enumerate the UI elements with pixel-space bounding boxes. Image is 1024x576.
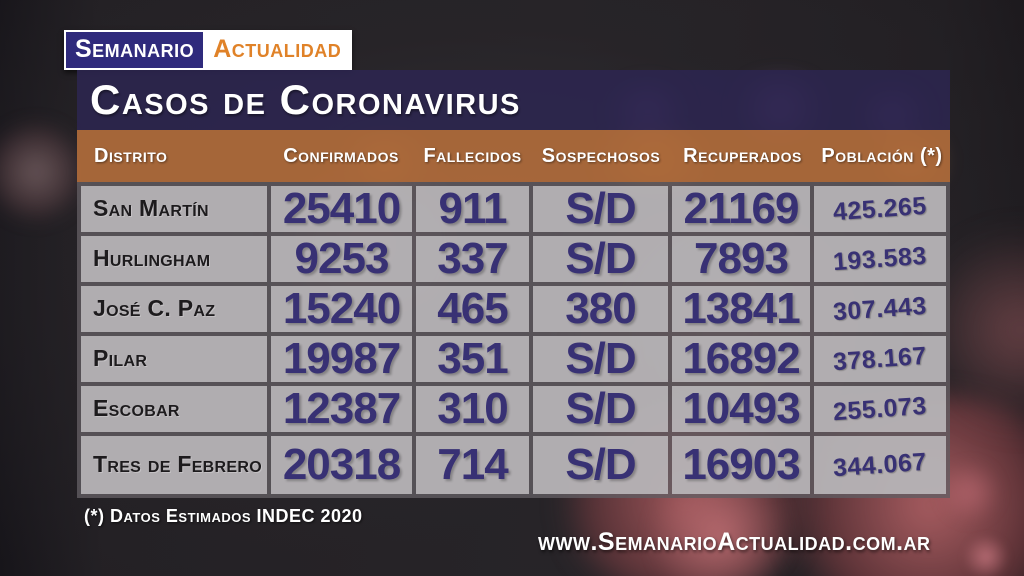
brand-logo: Semanario Actualidad	[64, 30, 353, 70]
column-header-fallecidos: Fallecidos	[423, 144, 522, 167]
population-cell: 378.167	[814, 336, 946, 382]
population-value: 344.067	[832, 447, 928, 482]
confirmed-cell: 19987	[271, 336, 412, 382]
brand-logo-actualidad: Actualidad	[205, 32, 351, 68]
population-value: 255.073	[832, 391, 928, 426]
table-row: Tres de Febrero 20318 714 S/D 16903 344.…	[81, 436, 946, 494]
population-cell: 425.265	[814, 186, 946, 232]
recovered-cell: 13841	[672, 286, 810, 332]
deaths-cell: 351	[416, 336, 529, 382]
column-header-recuperados: Recuperados	[683, 144, 802, 167]
column-header-confirmados: Confirmados	[283, 144, 399, 167]
cases-table-panel: Casos de Coronavirus Distrito Confirmado…	[77, 70, 950, 498]
table-row: San Martín 25410 911 S/D 21169 425.265	[81, 186, 946, 232]
brand-logo-semanario: Semanario	[66, 32, 206, 68]
column-header-poblacion: Población (*)	[821, 144, 943, 167]
table-row: Pilar 19987 351 S/D 16892 378.167	[81, 336, 946, 382]
virus-blob-decoration	[0, 122, 83, 222]
district-cell: San Martín	[81, 186, 267, 232]
footnote-text: (*) Datos Estimados INDEC 2020	[84, 506, 363, 526]
title-band: Casos de Coronavirus	[77, 70, 950, 130]
recovered-cell: 21169	[672, 186, 810, 232]
column-header-sospechosos: Sospechosos	[541, 144, 661, 167]
table-row: Hurlingham 9253 337 S/D 7893 193.583	[81, 236, 946, 282]
district-cell: Escobar	[81, 386, 267, 432]
suspected-cell: S/D	[533, 436, 668, 494]
district-cell: Hurlingham	[81, 236, 267, 282]
website-url: www.SemanarioActualidad.com.ar	[538, 528, 931, 556]
recovered-cell: 7893	[672, 236, 810, 282]
suspected-cell: S/D	[533, 386, 668, 432]
district-cell: Tres de Febrero	[81, 436, 267, 494]
deaths-cell: 465	[416, 286, 529, 332]
deaths-cell: 714	[416, 436, 529, 494]
recovered-cell: 16903	[672, 436, 810, 494]
suspected-cell: S/D	[533, 186, 668, 232]
deaths-cell: 310	[416, 386, 529, 432]
table-body: San Martín 25410 911 S/D 21169 425.265 H…	[77, 182, 950, 498]
suspected-cell: S/D	[533, 336, 668, 382]
population-cell: 307.443	[814, 286, 946, 332]
confirmed-cell: 20318	[271, 436, 412, 494]
district-cell: Pilar	[81, 336, 267, 382]
population-cell: 193.583	[814, 236, 946, 282]
table-row: José C. Paz 15240 465 380 13841 307.443	[81, 286, 946, 332]
suspected-cell: 380	[533, 286, 668, 332]
table-header-row: Distrito Confirmados Fallecidos Sospecho…	[77, 130, 950, 182]
population-value: 307.443	[832, 291, 928, 326]
recovered-cell: 10493	[672, 386, 810, 432]
population-value: 378.167	[832, 341, 928, 376]
population-cell: 255.073	[814, 386, 946, 432]
population-value: 425.265	[832, 191, 928, 226]
page-title: Casos de Coronavirus	[90, 76, 521, 123]
population-value: 193.583	[832, 241, 928, 276]
confirmed-cell: 25410	[271, 186, 412, 232]
column-header-distrito: Distrito	[94, 144, 168, 167]
recovered-cell: 16892	[672, 336, 810, 382]
deaths-cell: 911	[416, 186, 529, 232]
population-cell: 344.067	[814, 436, 946, 494]
virus-blob-decoration	[962, 536, 1010, 576]
confirmed-cell: 12387	[271, 386, 412, 432]
suspected-cell: S/D	[533, 236, 668, 282]
confirmed-cell: 9253	[271, 236, 412, 282]
table-row: Escobar 12387 310 S/D 10493 255.073	[81, 386, 946, 432]
confirmed-cell: 15240	[271, 286, 412, 332]
district-cell: José C. Paz	[81, 286, 267, 332]
deaths-cell: 337	[416, 236, 529, 282]
